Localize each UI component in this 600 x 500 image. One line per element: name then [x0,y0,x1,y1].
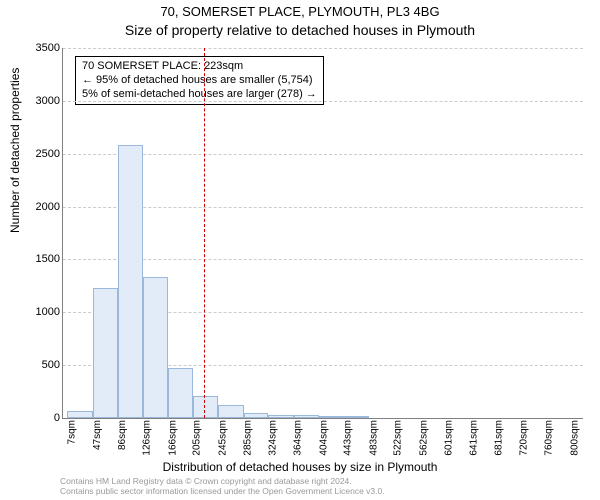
annotation-line3: 5% of semi-detached houses are larger (2… [82,88,317,102]
x-tick-label: 364sqm [293,420,304,456]
x-tick-label: 681sqm [494,420,505,456]
histogram-bar [244,413,269,418]
histogram-bar [67,411,92,418]
x-tick-label: 760sqm [544,420,555,456]
histogram-bar [143,277,168,418]
histogram-bar [168,368,193,418]
reference-line [204,48,205,418]
x-tick-label: 86sqm [117,420,128,450]
histogram-bar [268,415,293,418]
histogram-bar [344,416,369,418]
x-tick-label: 324sqm [267,420,278,456]
page-title-line1: 70, SOMERSET PLACE, PLYMOUTH, PL3 4BG [0,4,600,19]
x-tick-label: 562sqm [418,420,429,456]
x-tick-label: 601sqm [443,420,454,456]
histogram-bar [294,415,319,418]
x-tick-label: 443sqm [343,420,354,456]
attribution-line2: Contains public sector information licen… [60,487,385,497]
x-tick-label: 720sqm [519,420,530,456]
x-tick-label: 7sqm [66,420,77,444]
x-tick-label: 205sqm [192,420,203,456]
x-axis-label: Distribution of detached houses by size … [0,460,600,474]
y-tick-label: 3500 [36,42,60,54]
x-tick-label: 522sqm [393,420,404,456]
page-root: 70, SOMERSET PLACE, PLYMOUTH, PL3 4BG Si… [0,0,600,500]
y-tick-label: 1500 [36,253,60,265]
x-tick-label: 47sqm [92,420,103,450]
x-tick-label: 245sqm [217,420,228,456]
histogram-bar [218,405,243,418]
histogram-bar [118,145,143,418]
histogram-plot: 70 SOMERSET PLACE: 223sqm ← 95% of detac… [62,48,583,419]
y-tick-label: 500 [42,359,60,371]
annotation-box: 70 SOMERSET PLACE: 223sqm ← 95% of detac… [75,56,324,105]
x-tick-label: 404sqm [318,420,329,456]
x-tick-label: 800sqm [569,420,580,456]
page-title-line2: Size of property relative to detached ho… [0,22,600,38]
x-tick-label: 483sqm [368,420,379,456]
y-tick-label: 1000 [36,306,60,318]
y-axis-label: Number of detached properties [8,68,22,233]
x-tick-label: 126sqm [142,420,153,456]
grid-line [63,48,583,49]
y-tick-label: 0 [54,412,60,424]
annotation-line2: ← 95% of detached houses are smaller (5,… [82,74,317,88]
histogram-bar [319,416,344,418]
histogram-bar [193,396,218,418]
annotation-line1: 70 SOMERSET PLACE: 223sqm [82,60,317,74]
y-tick-label: 2000 [36,201,60,213]
y-tick-label: 3000 [36,95,60,107]
x-tick-label: 166sqm [167,420,178,456]
y-tick-label: 2500 [36,148,60,160]
grid-line [63,101,583,102]
x-tick-label: 641sqm [468,420,479,456]
histogram-bar [93,288,118,418]
attribution: Contains HM Land Registry data © Crown c… [60,477,385,497]
x-tick-label: 285sqm [243,420,254,456]
